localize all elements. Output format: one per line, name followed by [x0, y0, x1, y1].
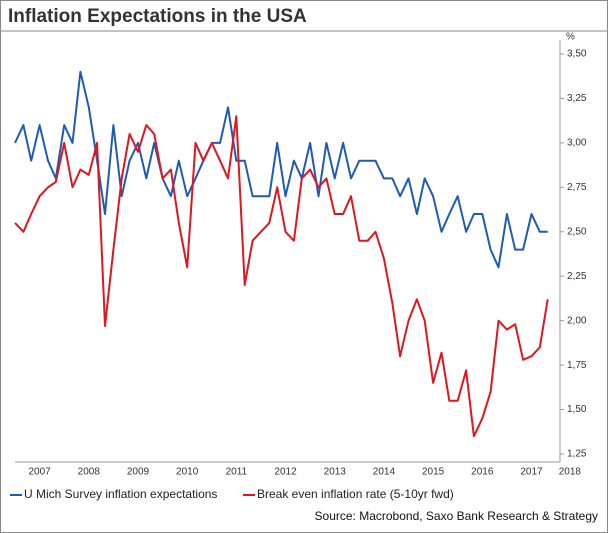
y-tick-label: 3,25 [567, 93, 587, 104]
legend-label: U Mich Survey inflation expectations [24, 487, 217, 501]
y-tick-label: 2,50 [567, 226, 587, 237]
x-tick-label: 2009 [127, 467, 150, 478]
x-tick-label: 2015 [422, 467, 445, 478]
x-tick-label: 2018 [559, 467, 582, 478]
y-tick-label: 2,25 [567, 271, 587, 282]
y-tick-label: 2,75 [567, 182, 587, 193]
y-tick-label: 2,00 [567, 315, 587, 326]
y-tick-label: 1,25 [567, 449, 587, 460]
x-tick-label: 2014 [373, 467, 396, 478]
series-line [14, 70, 548, 269]
y-unit: % [566, 32, 575, 43]
x-tick-label: 2008 [78, 467, 101, 478]
legend-label: Break even inflation rate (5-10yr fwd) [257, 487, 454, 501]
y-tick-label: 1,75 [567, 360, 587, 371]
series-line [14, 115, 549, 438]
y-tick-label: 3,50 [567, 49, 587, 60]
x-tick-label: 2007 [28, 467, 51, 478]
source: Source: Macrobond, Saxo Bank Research & … [315, 509, 598, 523]
x-tick-label: 2011 [226, 467, 248, 478]
x-tick-label: 2016 [471, 467, 494, 478]
y-tick-label: 3,00 [567, 138, 587, 149]
x-tick-label: 2013 [324, 467, 347, 478]
x-tick-label: 2010 [176, 467, 199, 478]
x-tick-label: 2012 [274, 467, 297, 478]
y-tick-label: 1,50 [567, 404, 587, 415]
x-tick-label: 2017 [520, 467, 543, 478]
chart-title: Inflation Expectations in the USA [8, 6, 307, 27]
